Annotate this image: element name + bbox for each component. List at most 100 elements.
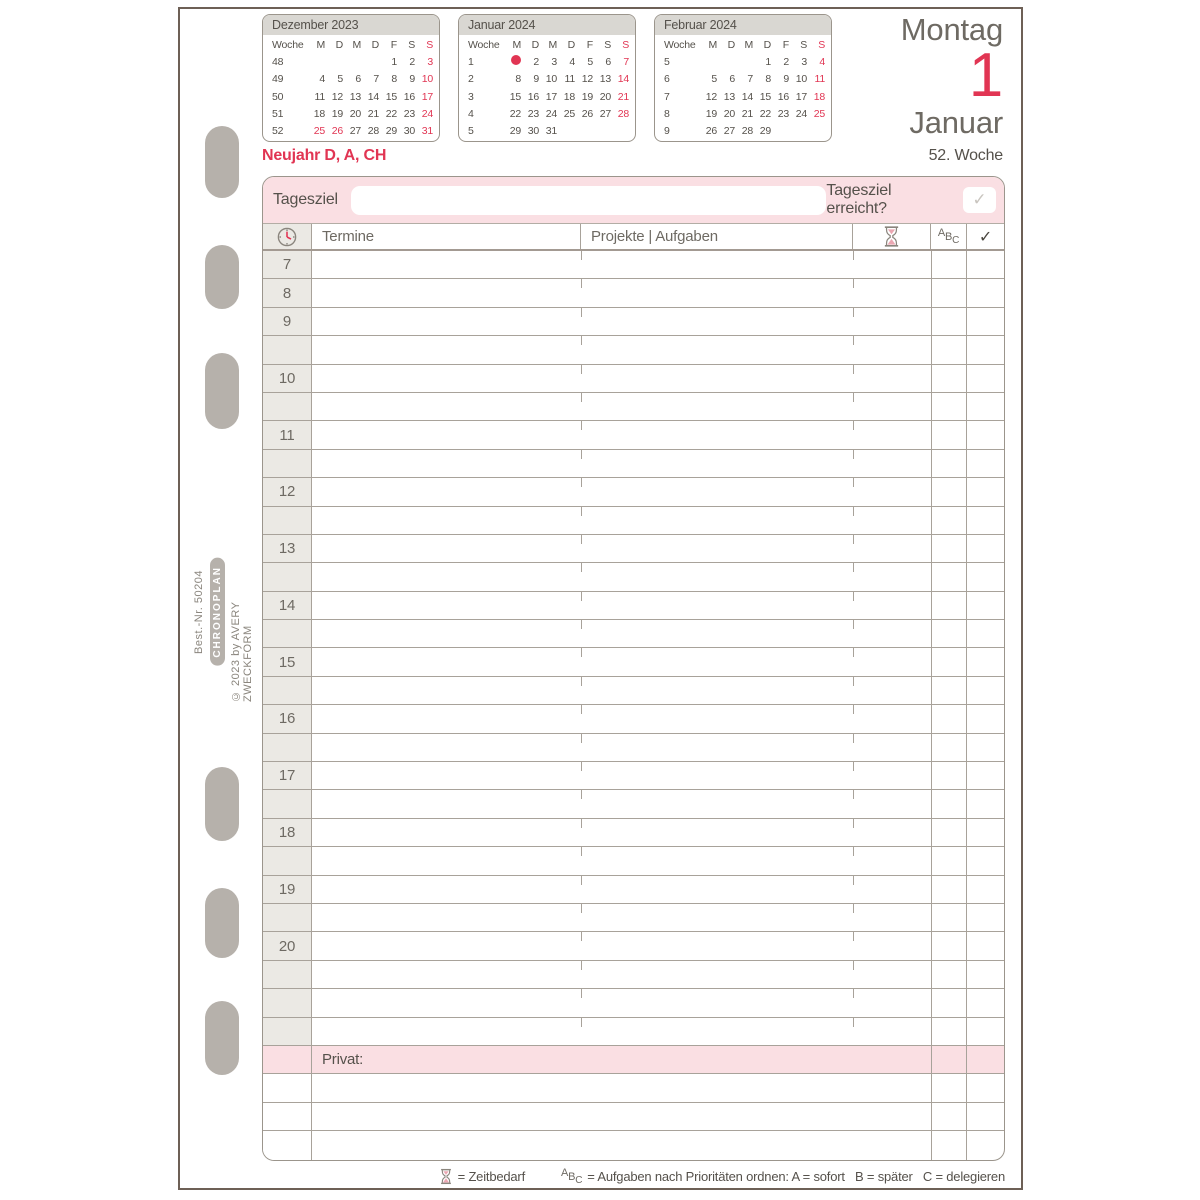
- done-check-cell[interactable]: [967, 762, 1004, 789]
- entry-area[interactable]: [312, 421, 931, 448]
- abc-priority-cell[interactable]: [931, 591, 967, 620]
- abc-priority-cell[interactable]: [931, 705, 967, 733]
- entry-area[interactable]: [312, 1074, 931, 1101]
- abc-priority-cell[interactable]: [931, 392, 967, 421]
- abc-priority-cell[interactable]: [931, 989, 967, 1017]
- abc-priority-cell[interactable]: [931, 932, 967, 960]
- abc-priority-cell[interactable]: [931, 449, 967, 478]
- abc-priority-cell[interactable]: [931, 1045, 967, 1074]
- abc-priority-cell[interactable]: [931, 1131, 967, 1160]
- done-check-cell[interactable]: [967, 251, 1004, 278]
- abc-priority-cell[interactable]: [931, 790, 967, 818]
- done-check-cell[interactable]: [967, 620, 1004, 647]
- entry-area[interactable]: [312, 762, 931, 789]
- entry-area[interactable]: [312, 960, 931, 988]
- entry-area[interactable]: [312, 818, 931, 846]
- abc-priority-cell[interactable]: [931, 903, 967, 932]
- binder-tab-6[interactable]: [205, 1001, 239, 1075]
- done-check-cell[interactable]: [967, 563, 1004, 590]
- entry-area[interactable]: [312, 591, 931, 619]
- entry-area[interactable]: [312, 534, 931, 562]
- done-check-cell[interactable]: [967, 989, 1004, 1016]
- done-check-cell[interactable]: [967, 932, 1004, 959]
- done-check-cell[interactable]: [967, 1018, 1004, 1045]
- abc-priority-cell[interactable]: [931, 676, 967, 705]
- done-check-cell[interactable]: [967, 734, 1004, 761]
- privat-label-cell[interactable]: Privat:: [322, 1051, 364, 1069]
- binder-tab-4[interactable]: [205, 767, 239, 841]
- abc-priority-cell[interactable]: [931, 733, 967, 762]
- abc-priority-cell[interactable]: [931, 421, 967, 449]
- done-check-cell[interactable]: [967, 961, 1004, 988]
- done-check-cell[interactable]: [967, 535, 1004, 562]
- done-check-cell[interactable]: [967, 365, 1004, 392]
- abc-priority-cell[interactable]: [931, 762, 967, 790]
- entry-area[interactable]: [312, 478, 931, 505]
- entry-area[interactable]: [312, 307, 931, 335]
- abc-priority-cell[interactable]: [931, 563, 967, 591]
- abc-priority-cell[interactable]: [931, 960, 967, 989]
- done-check-cell[interactable]: [967, 904, 1004, 931]
- entry-area[interactable]: [312, 392, 931, 420]
- done-check-cell[interactable]: [967, 450, 1004, 477]
- abc-priority-cell[interactable]: [931, 279, 967, 307]
- binder-tab-2[interactable]: [205, 245, 239, 309]
- done-check-cell[interactable]: [967, 279, 1004, 306]
- entry-area[interactable]: [312, 364, 931, 392]
- done-check-cell[interactable]: [967, 1131, 1004, 1159]
- abc-priority-cell[interactable]: [931, 534, 967, 563]
- entry-area[interactable]: [312, 733, 931, 761]
- entry-area[interactable]: [312, 648, 931, 675]
- abc-priority-cell[interactable]: [931, 1102, 967, 1131]
- done-check-cell[interactable]: [967, 478, 1004, 505]
- done-check-cell[interactable]: [967, 790, 1004, 817]
- done-check-cell[interactable]: [967, 1046, 1004, 1073]
- abc-priority-cell[interactable]: [931, 506, 967, 534]
- done-check-cell[interactable]: [967, 876, 1004, 903]
- entry-area[interactable]: [312, 875, 931, 903]
- entry-area[interactable]: [312, 506, 931, 534]
- done-check-cell[interactable]: [967, 336, 1004, 363]
- entry-area[interactable]: [312, 932, 931, 959]
- done-check-cell[interactable]: [967, 592, 1004, 619]
- done-check-cell[interactable]: [967, 308, 1004, 335]
- tagesziel-checkbox[interactable]: ✓: [962, 187, 996, 213]
- entry-area[interactable]: [312, 705, 931, 732]
- done-check-cell[interactable]: [967, 705, 1004, 732]
- done-check-cell[interactable]: [967, 677, 1004, 704]
- entry-area[interactable]: [312, 1103, 931, 1130]
- done-check-cell[interactable]: [967, 421, 1004, 448]
- abc-priority-cell[interactable]: [931, 364, 967, 392]
- done-check-cell[interactable]: [967, 648, 1004, 675]
- done-check-cell[interactable]: [967, 393, 1004, 420]
- done-check-cell[interactable]: [967, 1074, 1004, 1101]
- abc-priority-cell[interactable]: [931, 251, 967, 279]
- entry-area[interactable]: [312, 790, 931, 817]
- abc-priority-cell[interactable]: [931, 847, 967, 875]
- abc-priority-cell[interactable]: [931, 620, 967, 648]
- tagesziel-input[interactable]: [350, 185, 827, 215]
- done-check-cell[interactable]: [967, 507, 1004, 534]
- done-check-cell[interactable]: [967, 819, 1004, 846]
- abc-priority-cell[interactable]: [931, 1074, 967, 1102]
- abc-priority-cell[interactable]: [931, 307, 967, 336]
- binder-tab-3[interactable]: [205, 353, 239, 429]
- entry-area[interactable]: [312, 903, 931, 931]
- entry-area[interactable]: [312, 620, 931, 647]
- abc-priority-cell[interactable]: [931, 648, 967, 676]
- abc-priority-cell[interactable]: [931, 875, 967, 903]
- abc-priority-cell[interactable]: [931, 818, 967, 847]
- entry-area[interactable]: [312, 251, 931, 278]
- entry-area[interactable]: [312, 847, 931, 874]
- abc-priority-cell[interactable]: [931, 336, 967, 364]
- done-check-cell[interactable]: [967, 1103, 1004, 1130]
- entry-area[interactable]: [312, 279, 931, 306]
- entry-area[interactable]: [312, 1131, 931, 1159]
- entry-area[interactable]: [312, 676, 931, 704]
- done-check-cell[interactable]: [967, 847, 1004, 874]
- abc-priority-cell[interactable]: [931, 1017, 967, 1045]
- entry-area[interactable]: [312, 1017, 931, 1045]
- entry-area[interactable]: [312, 336, 931, 363]
- binder-tab-1[interactable]: [205, 126, 239, 198]
- entry-area[interactable]: [312, 563, 931, 590]
